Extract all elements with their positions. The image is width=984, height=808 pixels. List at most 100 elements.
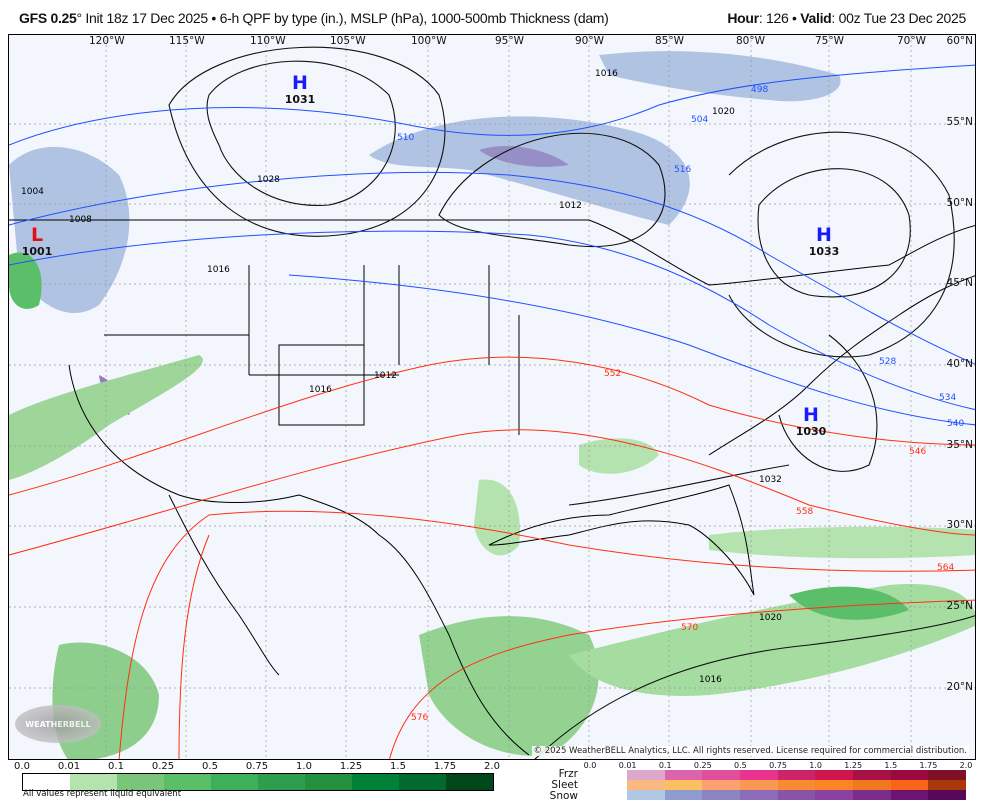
type-color-swatch (928, 780, 967, 790)
type-color-swatch (740, 790, 778, 800)
isobar-label: 1008 (69, 215, 92, 225)
thickness-label: 540 (947, 419, 965, 429)
type-tick-label: 0.01 (618, 761, 637, 770)
type-color-swatch (664, 790, 703, 800)
lon-label: 75°W (815, 35, 844, 47)
type-color-swatch (702, 790, 741, 800)
isobar-label: 1020 (712, 107, 735, 117)
thickness-contours-blue (9, 64, 975, 426)
thickness-label: 534 (939, 393, 957, 403)
lon-label: 100°W (411, 35, 447, 47)
rain-color-swatch (70, 774, 117, 790)
frzr-color-bar (627, 770, 967, 780)
lon-label: 105°W (330, 35, 366, 47)
type-color-swatch (853, 790, 891, 800)
lat-label: 30°N (946, 519, 973, 531)
rain-tick-label: 0.75 (245, 761, 269, 772)
lat-label: 50°N (946, 197, 973, 209)
rain-tick-label: 0.25 (151, 761, 175, 772)
lon-label: 95°W (495, 35, 524, 47)
thickness-label: 564 (937, 563, 955, 573)
type-tick-label: 0.0 (583, 761, 597, 770)
type-color-swatch (928, 790, 967, 800)
valid-time: Hour: 126 • Valid: 00z Tue 23 Dec 2025 (727, 10, 966, 26)
lon-label: 70°W (897, 35, 926, 47)
frzr-label: Frzr (558, 768, 578, 780)
rain-color-swatch (23, 774, 70, 790)
rain-color-bar (22, 773, 494, 791)
type-tick-label: 0.25 (693, 761, 712, 770)
rain-color-swatch (446, 774, 493, 790)
thickness-label: 558 (796, 507, 814, 517)
precip-snow-areas (9, 51, 841, 415)
precip-rain-areas (9, 252, 975, 759)
isobar-label: 1016 (309, 385, 332, 395)
sleet-color-bar (627, 780, 967, 790)
lon-label: 115°W (169, 35, 205, 47)
type-tick-label: 2.0 (959, 761, 973, 770)
legend-note: All values represent liquid equivalent (23, 789, 182, 799)
type-color-swatch (627, 770, 665, 780)
high-pressure-center: H 1033 (808, 224, 840, 258)
type-color-swatch (627, 780, 665, 790)
isobar-label: 1020 (759, 613, 782, 623)
rain-color-swatch (117, 774, 164, 790)
rain-color-swatch (164, 774, 211, 790)
lon-label: 120°W (89, 35, 125, 47)
low-pressure-center: L 1001 (21, 224, 53, 258)
rain-tick-label: 1.25 (339, 761, 363, 772)
lon-label: 85°W (655, 35, 684, 47)
type-color-swatch (627, 790, 665, 800)
type-color-swatch (740, 770, 778, 780)
rain-color-swatch (258, 774, 305, 790)
lat-label: 25°N (946, 600, 973, 612)
type-color-swatch (928, 770, 967, 780)
thickness-label: 546 (909, 447, 927, 457)
type-tick-label: 0.75 (769, 761, 787, 770)
lat-label: 60°N (946, 35, 973, 47)
isobar-label: 1016 (207, 265, 230, 275)
rain-tick-label: 1.5 (390, 761, 406, 772)
thickness-label: 528 (879, 357, 897, 367)
rain-tick-label: 0.0 (14, 761, 30, 772)
rain-tick-label: 1.75 (433, 761, 457, 772)
type-tick-label: 0.1 (658, 761, 672, 770)
thickness-contours-red (9, 356, 975, 759)
lon-label: 80°W (736, 35, 765, 47)
rain-tick-label: 1.0 (296, 761, 312, 772)
type-color-swatch (664, 780, 703, 790)
weather-map[interactable]: 120°W 115°W 110°W 105°W 100°W 95°W 90°W … (8, 34, 976, 760)
type-tick-label: 1.75 (919, 761, 938, 770)
isobar-label: 1016 (595, 69, 618, 79)
type-color-swatch (777, 790, 816, 800)
snow-label: Snow (549, 790, 578, 802)
rain-tick-label: 0.1 (108, 761, 124, 772)
type-tick-label: 1.5 (884, 761, 898, 770)
lat-label: 20°N (946, 681, 973, 693)
type-color-swatch (702, 770, 741, 780)
thickness-label: 576 (411, 713, 429, 723)
sleet-label: Sleet (551, 779, 578, 791)
type-color-swatch (890, 790, 929, 800)
isobar-label: 1012 (374, 371, 397, 381)
thickness-label: 570 (681, 623, 699, 633)
type-tick-label: 0.5 (734, 761, 747, 770)
lat-label: 40°N (946, 358, 973, 370)
rain-color-swatch (305, 774, 352, 790)
thickness-label: 552 (604, 369, 622, 379)
type-tick-label: 1.0 (809, 761, 822, 770)
type-color-swatch (777, 770, 816, 780)
type-color-swatch (890, 770, 929, 780)
high-pressure-center: H 1030 (795, 404, 827, 438)
map-title: GFS 0.25° Init 18z 17 Dec 2025 • 6-h QPF… (19, 10, 609, 26)
weatherbell-logo: WEATHERBELL (15, 705, 101, 743)
map-layers (9, 35, 975, 759)
type-color-swatch (815, 770, 854, 780)
rain-tick-label: 0.5 (202, 761, 218, 772)
type-color-swatch (815, 780, 854, 790)
lat-label: 55°N (946, 116, 973, 128)
rain-tick-label: 0.01 (57, 761, 81, 772)
borders-coastlines (9, 219, 975, 756)
thickness-label: 510 (397, 133, 415, 143)
lat-label: 45°N (946, 277, 973, 289)
